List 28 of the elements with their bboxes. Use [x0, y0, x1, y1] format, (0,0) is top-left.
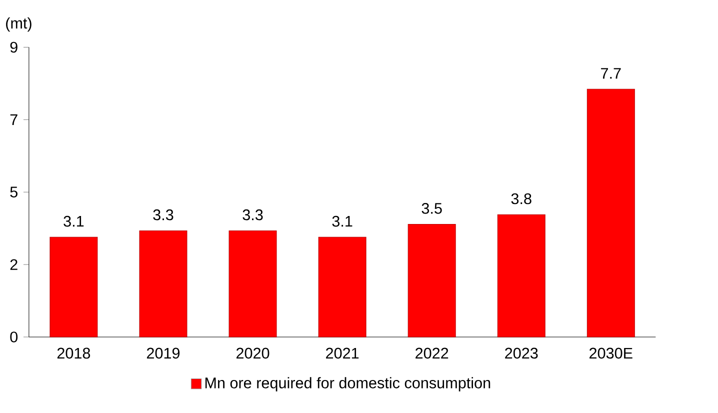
data-label: 3.5 — [422, 203, 442, 214]
y-tick-label: 7 — [10, 114, 18, 126]
bar — [497, 214, 546, 338]
x-tick-label: 2018 — [57, 348, 90, 359]
bar — [586, 89, 635, 338]
x-tick-label: 2020 — [236, 348, 270, 359]
data-label: 3.1 — [64, 216, 84, 227]
y-axis-title: (mt) — [6, 18, 32, 32]
x-tick-label: 2023 — [505, 348, 538, 359]
data-label: 3.3 — [242, 210, 263, 220]
x-tick-label: 2021 — [326, 348, 359, 359]
y-tick-label: 2 — [10, 259, 18, 270]
x-tick-label: 2030E — [590, 348, 632, 359]
legend-label: Mn ore required for domestic consumption — [205, 377, 490, 392]
bar — [50, 237, 98, 338]
bar — [228, 230, 277, 338]
x-tick-label: 2019 — [146, 348, 180, 359]
bar — [318, 237, 366, 338]
data-label: 3.3 — [153, 210, 174, 220]
data-label: 7.7 — [601, 68, 621, 79]
bar — [139, 230, 188, 338]
y-tick-label: 9 — [10, 42, 18, 53]
y-tick-label: 5 — [10, 186, 18, 198]
data-label: 3.8 — [511, 194, 532, 204]
x-tick-label: 2022 — [416, 348, 448, 359]
bar — [408, 224, 456, 338]
y-tick-label: 0 — [10, 332, 18, 343]
data-label: 3.1 — [332, 216, 352, 227]
